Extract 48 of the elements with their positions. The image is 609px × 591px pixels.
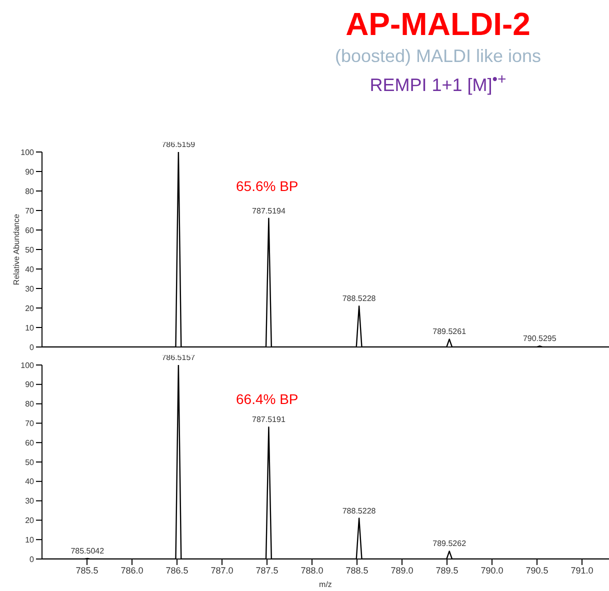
annotation: 787.5194 bbox=[252, 206, 286, 216]
y-tick-label: 70 bbox=[25, 206, 35, 216]
annotation: 788.5228 bbox=[342, 294, 376, 304]
annotation: 788.5228 bbox=[342, 506, 376, 516]
annotation: 66.4% BP bbox=[236, 391, 298, 407]
annotation: 789.5262 bbox=[432, 539, 467, 548]
y-tick-label: 50 bbox=[25, 245, 35, 254]
annotation: 785.5042 bbox=[70, 546, 105, 556]
y-tick-label: 90 bbox=[25, 380, 35, 390]
y-tick-label: 20 bbox=[25, 516, 35, 526]
y-tick-label: 0 bbox=[30, 554, 35, 564]
x-tick-label: 786.5 bbox=[166, 565, 188, 576]
chart-title: AP-MALDI-2 bbox=[344, 5, 532, 44]
y-tick-label: 0 bbox=[30, 342, 35, 352]
x-tick-label: 789.5 bbox=[436, 565, 458, 576]
y-tick-label: 10 bbox=[25, 535, 35, 544]
x-axis-title: m/z bbox=[319, 580, 332, 589]
annotation: 789.5261 bbox=[432, 327, 467, 336]
y-tick-label: 40 bbox=[25, 477, 35, 486]
y-axis-title: Relative Abundance bbox=[12, 213, 21, 286]
x-tick-label: 787.0 bbox=[210, 565, 234, 576]
y-tick-label: 40 bbox=[25, 264, 35, 274]
y-tick-label: 10 bbox=[25, 323, 35, 332]
x-tick-label: 789.0 bbox=[390, 565, 414, 576]
x-tick-label: 790.0 bbox=[480, 565, 504, 576]
y-tick-label: 20 bbox=[25, 304, 35, 313]
x-tick-label: 791.0 bbox=[570, 565, 594, 576]
y-tick-label: 60 bbox=[25, 226, 35, 235]
y-tick-label: 70 bbox=[25, 419, 35, 428]
y-tick-label: 100 bbox=[20, 360, 35, 370]
x-tick-label: 788.5 bbox=[346, 565, 368, 576]
x-tick-label: 785.5 bbox=[76, 565, 98, 576]
y-tick-label: 100 bbox=[20, 148, 35, 157]
x-tick-label: 788.0 bbox=[300, 565, 324, 576]
y-tick-label: 50 bbox=[25, 458, 35, 467]
chart-subtitle: (boosted) MALDI like ions REMPI 1+1 [M]$^{•+}$ bbox=[334, 45, 542, 97]
y-tick-label: 60 bbox=[25, 438, 35, 448]
y-tick-label: 30 bbox=[25, 496, 35, 506]
annotation: 65.6% BP bbox=[236, 178, 298, 194]
y-tick-label: 80 bbox=[25, 186, 35, 196]
x-tick-label: 786.0 bbox=[120, 565, 144, 576]
x-tick-label: 787.5 bbox=[256, 565, 278, 576]
annotation: 790.5295 bbox=[522, 334, 557, 344]
annotation: 787.5191 bbox=[252, 415, 286, 424]
x-tick-label: 790.5 bbox=[526, 565, 548, 576]
y-tick-label: 30 bbox=[25, 284, 35, 294]
y-tick-label: 90 bbox=[25, 167, 35, 176]
y-tick-label: 80 bbox=[25, 400, 35, 409]
